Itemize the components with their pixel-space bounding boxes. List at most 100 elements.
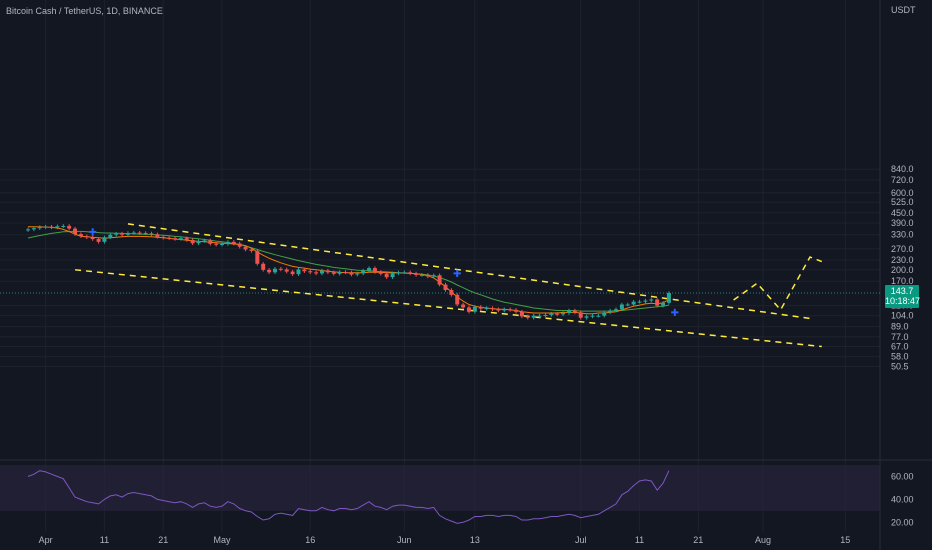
- signal-marker-icon: ✚: [453, 269, 461, 280]
- time-axis: Apr 11 21 May 16 Jun 13 Jul 11 21 Aug 15: [39, 535, 851, 545]
- candle-body: [114, 233, 119, 235]
- candle-body: [355, 273, 360, 275]
- candle-body: [31, 228, 36, 230]
- price-tick-label: 89.0: [891, 322, 909, 332]
- symbol-title: Bitcoin Cash / TetherUS, 1D, BINANCE: [6, 6, 163, 16]
- candle-body: [637, 301, 642, 303]
- time-tick-label: 16: [305, 535, 315, 545]
- candle-body: [549, 313, 554, 316]
- candle-body: [26, 229, 30, 231]
- price-tick-label: 230.0: [891, 255, 914, 265]
- candle-body: [161, 236, 166, 238]
- candle-body: [125, 233, 130, 235]
- moving-averages: [27, 226, 670, 315]
- signal-marker-icon: ✚: [88, 228, 96, 239]
- rsi-tick-label: 20.00: [891, 517, 914, 527]
- price-tick-label: 104.0: [891, 311, 914, 321]
- candle-body: [290, 271, 295, 275]
- candle-body: [90, 237, 95, 240]
- last-price-tag: 143.7 10:18:47: [885, 285, 921, 308]
- rsi-pane: [27, 470, 670, 524]
- candle-body: [478, 306, 483, 309]
- candle-body: [414, 273, 419, 275]
- candle-body: [649, 299, 654, 301]
- time-tick-label: 13: [470, 535, 480, 545]
- candle-body: [596, 315, 601, 317]
- candle-body: [490, 308, 495, 310]
- candle-body: [666, 293, 671, 303]
- time-tick-label: May: [214, 535, 232, 545]
- trendline-lower: [74, 269, 822, 348]
- candle-body: [372, 268, 377, 272]
- time-tick-label: Jun: [397, 535, 412, 545]
- price-tick-label: 330.0: [891, 230, 914, 240]
- candle-body: [325, 270, 330, 273]
- candle-body: [349, 272, 354, 275]
- candle-body: [184, 238, 189, 240]
- candle-body: [55, 226, 60, 228]
- candle-body: [508, 309, 513, 311]
- price-tick-label: 450.0: [891, 208, 914, 218]
- candle-body: [49, 226, 54, 228]
- candle-body: [73, 228, 78, 235]
- candle-body: [643, 300, 648, 302]
- candle-body: [361, 270, 366, 274]
- candle-body: [396, 272, 401, 274]
- candle-body: [467, 307, 471, 312]
- trendline-upper: [127, 223, 811, 320]
- candle-body: [378, 271, 383, 274]
- price-tick-label: 270.0: [891, 244, 914, 254]
- candle-body: [155, 234, 160, 237]
- candle-body: [261, 263, 266, 270]
- candle-body: [537, 315, 542, 317]
- price-tick-label: 840.0: [891, 164, 914, 174]
- candle-body: [443, 284, 448, 290]
- candle-body: [255, 250, 260, 264]
- time-tick-label: 11: [100, 535, 109, 545]
- candle-body: [584, 316, 589, 318]
- candle-body: [237, 243, 242, 247]
- candle-body: [455, 294, 460, 305]
- candle-body: [84, 236, 89, 238]
- candle-body: [578, 312, 583, 318]
- candle-body: [314, 272, 319, 274]
- candle-body: [531, 315, 536, 318]
- candle-body: [602, 312, 607, 316]
- candle-body: [331, 272, 336, 274]
- rsi-band: [0, 465, 880, 511]
- candle-body: [231, 241, 236, 244]
- candle-body: [408, 272, 413, 274]
- rsi-line: [27, 470, 670, 524]
- rsi-tick-label: 60.00: [891, 471, 914, 481]
- candle-countdown: 10:18:47: [885, 296, 921, 306]
- price-tick-label: 390.0: [891, 218, 914, 228]
- candle-body: [243, 246, 248, 250]
- candle-body: [302, 269, 307, 272]
- candle-body: [590, 315, 595, 317]
- candle-body: [608, 310, 613, 313]
- candle-body: [614, 309, 618, 311]
- candle-body: [337, 271, 342, 274]
- candle-body: [137, 232, 142, 234]
- candle-body: [496, 309, 501, 311]
- candle-body: [472, 306, 477, 312]
- candle-body: [249, 249, 254, 251]
- time-tick-label: Apr: [39, 535, 53, 545]
- candle-body: [267, 269, 272, 273]
- time-tick-label: 15: [840, 535, 850, 545]
- candle-body: [67, 225, 72, 229]
- candle-body: [572, 310, 577, 313]
- candle-body: [514, 309, 519, 312]
- candle-body: [655, 299, 660, 306]
- candle-body: [284, 269, 289, 272]
- candle-body: [296, 269, 301, 275]
- candle-body: [555, 313, 560, 315]
- price-tick-label: 600.0: [891, 188, 914, 198]
- candle-body: [108, 234, 113, 238]
- price-tick-label: 67.0: [891, 342, 909, 352]
- currency-unit: USDT: [891, 5, 916, 15]
